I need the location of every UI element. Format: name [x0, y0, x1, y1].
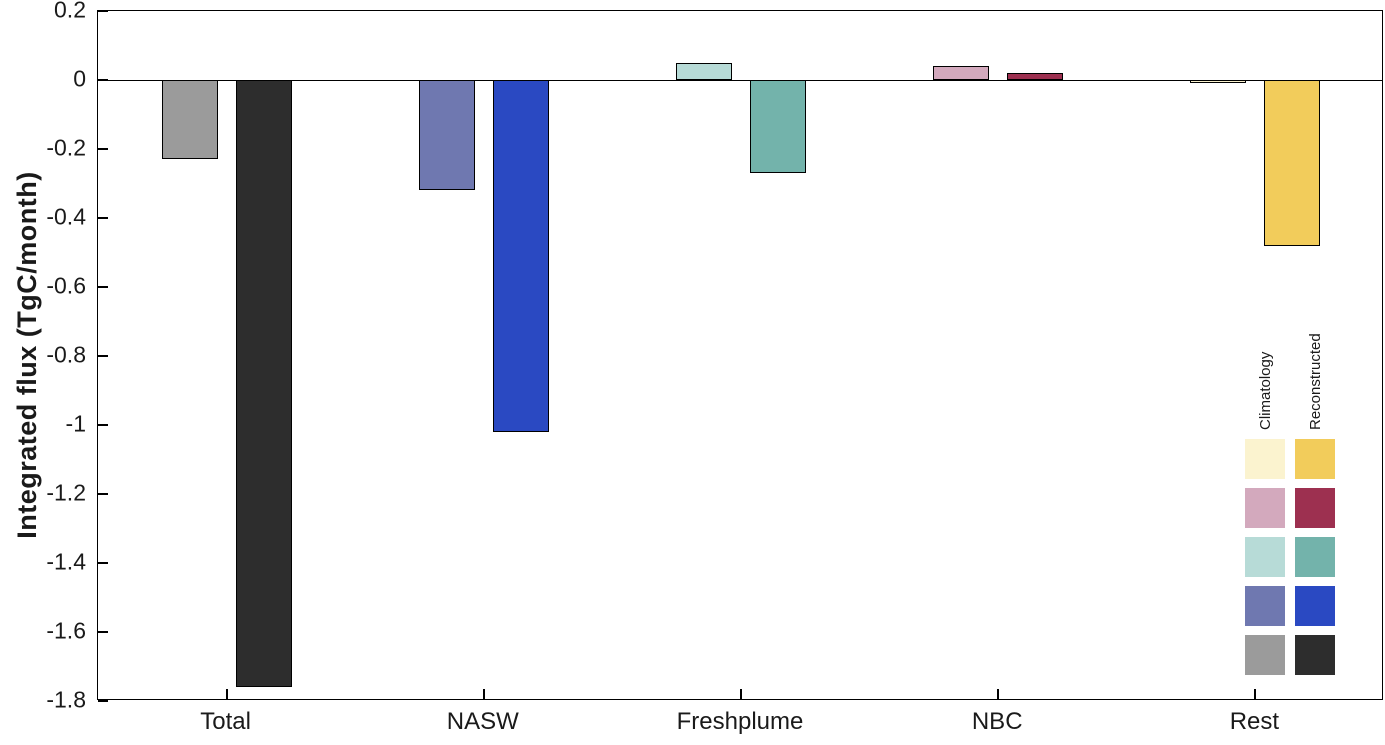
- y-tick-mark: [98, 286, 108, 288]
- y-tick-mark: [98, 217, 108, 219]
- y-tick-mark: [98, 562, 108, 564]
- y-tick-mark: [98, 10, 108, 12]
- plot-area: [97, 10, 1383, 702]
- bar-climatology-nbc: [933, 66, 990, 80]
- bar-climatology-nasw: [418, 80, 475, 191]
- legend-column-reconstructed: Reconstructed: [1295, 292, 1335, 675]
- y-tick-label: -1.2: [46, 479, 86, 506]
- y-tick-mark: [98, 493, 108, 495]
- x-tick-label-nasw: NASW: [446, 708, 519, 735]
- legend-swatch-climatology-nbc: [1245, 488, 1285, 528]
- y-tick-label: -1.8: [46, 686, 86, 713]
- y-tick-label: -0.8: [46, 341, 86, 368]
- y-tick-mark: [98, 631, 108, 633]
- x-tick-mark: [740, 689, 742, 699]
- x-tick-label-total: Total: [200, 708, 251, 735]
- y-tick-mark: [98, 355, 108, 357]
- legend-column-climatology: Climatology: [1245, 292, 1285, 675]
- bar-climatology-rest: [1190, 80, 1247, 84]
- y-tick-label: -1.6: [46, 617, 86, 644]
- y-tick-mark: [98, 424, 108, 426]
- bar-reconstructed-nbc: [1007, 73, 1064, 80]
- legend-label-climatology: Climatology: [1256, 351, 1274, 430]
- y-tick-label: -1.4: [46, 548, 86, 575]
- y-tick-label: -0.2: [46, 134, 86, 161]
- legend-swatch-reconstructed-total: [1295, 635, 1335, 675]
- legend-swatch-reconstructed-freshplume: [1295, 537, 1335, 577]
- legend-swatch-reconstructed-nasw: [1295, 586, 1335, 626]
- y-tick-label: 0.2: [54, 0, 86, 23]
- x-tick-mark: [482, 689, 485, 699]
- legend-swatch-climatology-freshplume: [1245, 537, 1285, 577]
- x-tick-mark: [225, 689, 228, 699]
- legend-swatch-climatology-total: [1245, 635, 1285, 675]
- x-tick-label-freshplume: Freshplume: [676, 708, 804, 735]
- legend-swatch-reconstructed-nbc: [1295, 488, 1335, 528]
- y-tick-label: 0: [73, 65, 86, 92]
- legend-swatch-climatology-nasw: [1245, 586, 1285, 626]
- x-tick-label-rest: Rest: [1229, 708, 1280, 735]
- legend-swatch-climatology-rest: [1245, 439, 1285, 479]
- zero-line: [98, 80, 1382, 81]
- y-tick-mark: [98, 148, 108, 150]
- x-tick-label-nbc: NBC: [971, 708, 1023, 735]
- y-tick-mark: [98, 700, 108, 702]
- legend: Climatology Reconstructed: [1245, 292, 1335, 675]
- bar-climatology-freshplume: [676, 62, 732, 80]
- bar-climatology-total: [161, 80, 218, 160]
- y-tick-mark: [98, 79, 108, 81]
- bar-reconstructed-rest: [1264, 80, 1321, 246]
- legend-label-reconstructed: Reconstructed: [1306, 333, 1324, 430]
- bar-reconstructed-nasw: [492, 80, 549, 432]
- x-tick-mark: [997, 689, 1000, 699]
- y-tick-label: -1: [65, 410, 86, 437]
- x-tick-mark: [1254, 689, 1257, 699]
- bar-reconstructed-freshplume: [750, 80, 806, 174]
- y-tick-label: -0.6: [46, 272, 86, 299]
- y-tick-label: -0.4: [46, 203, 86, 230]
- bar-reconstructed-total: [235, 80, 292, 688]
- legend-swatch-reconstructed-rest: [1295, 439, 1335, 479]
